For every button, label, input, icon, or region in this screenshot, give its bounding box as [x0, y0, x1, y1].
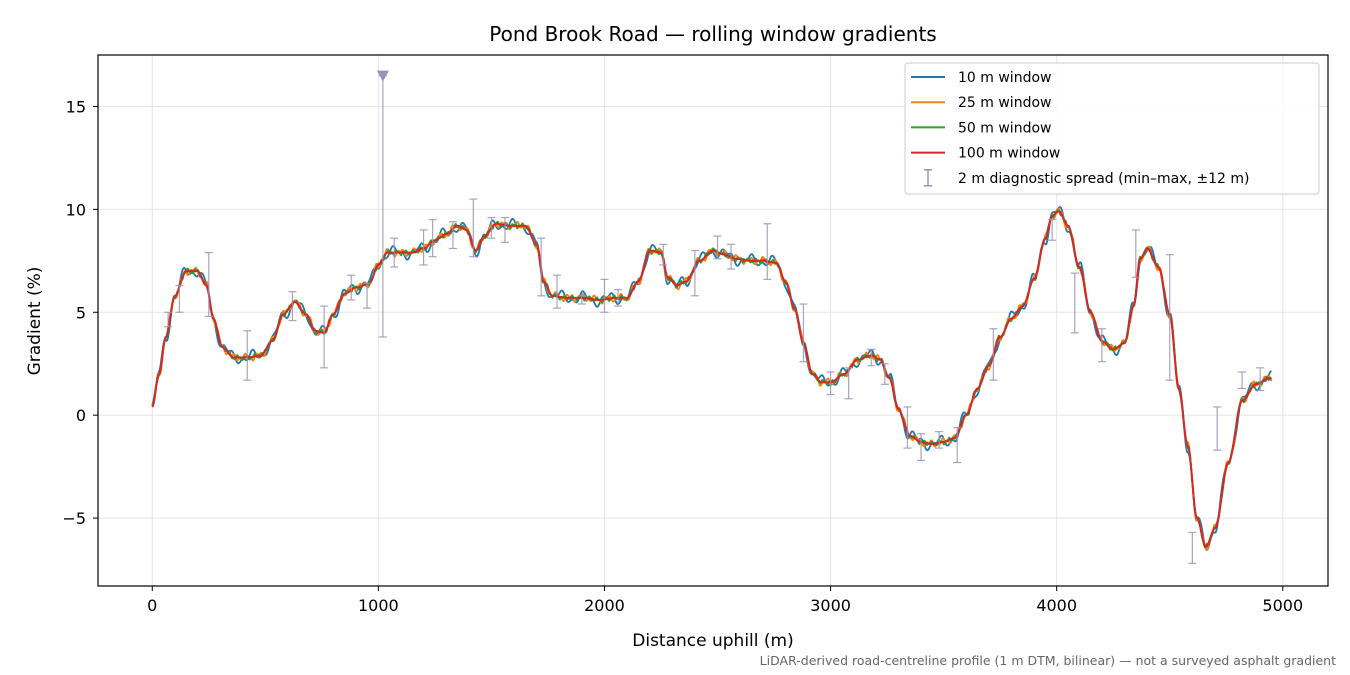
- legend-label: 10 m window: [958, 70, 1051, 86]
- x-tick-label: 5000: [1262, 596, 1303, 615]
- legend: 10 m window 25 m window 50 m window 100 m w…: [904, 62, 1320, 195]
- x-axis-label: Distance uphill (m): [632, 631, 793, 651]
- y-tick-label: 15: [66, 97, 86, 116]
- x-tick-label: 4000: [1036, 596, 1077, 615]
- y-axis-label: Gradient (%): [25, 267, 45, 376]
- diagnostic-clipped-marker: [376, 70, 389, 82]
- y-tick-label: −5: [62, 509, 86, 528]
- legend-label: 25 m window: [958, 95, 1051, 111]
- y-tick-label: 0: [76, 406, 86, 425]
- plot-frame: [97, 54, 1329, 587]
- legend-box: [904, 62, 1320, 195]
- plot-area: [151, 70, 1273, 564]
- legend-label: 2 m diagnostic spread (min–max, ±12 m): [958, 171, 1249, 187]
- series-line-100-m-window: [151, 210, 1272, 548]
- x-axis: 0 1000 2000 3000 4000 5000: [147, 586, 1303, 615]
- chart-title: Pond Brook Road — rolling window gradien…: [489, 22, 936, 46]
- x-tick-label: 3000: [810, 596, 851, 615]
- x-tick-label: 2000: [584, 596, 625, 615]
- footnote: LiDAR-derived road-centreline profile (1…: [760, 653, 1336, 668]
- x-tick-label: 0: [147, 596, 157, 615]
- y-axis: −5 0 5 10 15: [62, 97, 98, 528]
- legend-label: 100 m window: [958, 146, 1060, 162]
- y-tick-label: 5: [76, 303, 86, 322]
- legend-label: 50 m window: [958, 120, 1051, 136]
- x-tick-label: 1000: [358, 596, 399, 615]
- y-tick-label: 10: [66, 200, 86, 219]
